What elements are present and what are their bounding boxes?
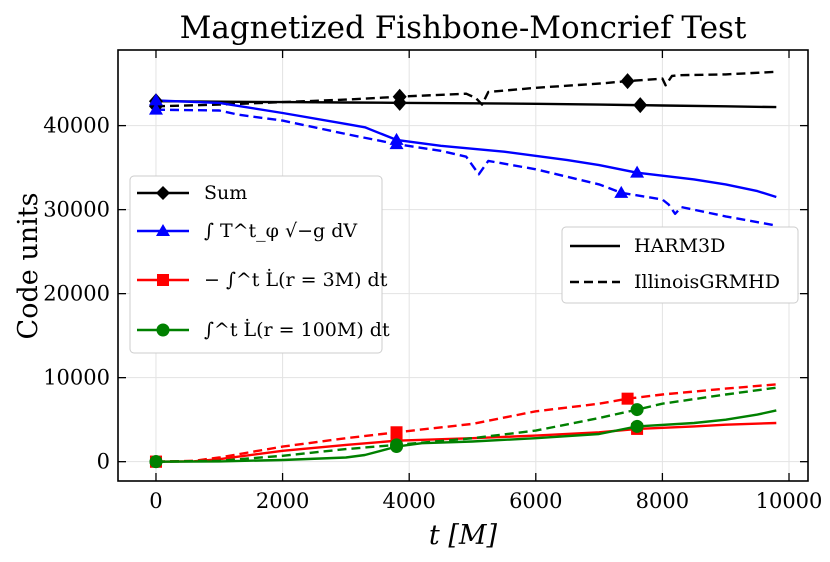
- series-line: [155, 409, 777, 463]
- tick-layer: 0 2000 4000 6000 8000 10000 0 10000 20000 30000 40…: [43, 50, 822, 513]
- x-tick-label: 8000: [636, 489, 689, 513]
- legend-codes-box: [561, 226, 799, 304]
- series-line: [155, 99, 777, 199]
- y-tick-label: 10000: [43, 366, 110, 390]
- y-tick-label: 40000: [43, 114, 110, 138]
- series-line: [155, 383, 777, 463]
- legend-label-angular-momentum: ∫ T^t_φ √−g dV: [204, 220, 357, 242]
- legend-entry-outer-flux: ∫^t L̇(r = 100M) dt: [137, 319, 390, 341]
- square-marker-icon: [157, 274, 169, 286]
- legend-codes: HARM3D IllinoisGRMHD: [561, 226, 799, 304]
- circle-data-marker: [630, 419, 644, 433]
- triangle-data-marker: [389, 137, 404, 150]
- legend-label-illinoisgrmhd: IllinoisGRMHD: [634, 271, 780, 293]
- y-tick-label: 20000: [43, 282, 110, 306]
- legend-entry-harm3d: HARM3D: [570, 235, 725, 257]
- square-data-marker: [390, 426, 403, 439]
- legend-quantities-box: [129, 175, 383, 354]
- x-tick-label: 6000: [509, 489, 562, 513]
- triangle-data-marker: [614, 185, 629, 198]
- legend-label-harm3d: HARM3D: [634, 235, 725, 257]
- circle-marker-icon: [156, 323, 170, 337]
- y-tick-label: 30000: [43, 198, 110, 222]
- diamond-data-marker: [392, 88, 407, 105]
- diamond-data-marker: [633, 97, 648, 114]
- circle-data-marker: [390, 438, 404, 452]
- triangle-data-marker: [148, 93, 163, 106]
- y-tick-label: 0: [97, 450, 110, 474]
- x-tick-label: 4000: [382, 489, 435, 513]
- triangle-data-marker: [148, 102, 163, 115]
- legend-label-sum: Sum: [204, 182, 247, 204]
- series-line: [155, 100, 777, 109]
- diamond-data-marker: [620, 73, 635, 90]
- x-axis-title: t [M]: [429, 520, 498, 551]
- x-tick-label: 2000: [256, 489, 309, 513]
- legend-entry-sum: Sum: [137, 182, 247, 204]
- plot-frame: [117, 49, 809, 482]
- square-data-marker: [621, 392, 634, 405]
- triangle-data-marker: [630, 165, 645, 178]
- series-line: [155, 421, 777, 463]
- circle-data-marker: [630, 403, 644, 417]
- series-line: [155, 386, 777, 463]
- legend-label-outer-flux: ∫^t L̇(r = 100M) dt: [204, 319, 390, 341]
- x-tick-label: 10000: [756, 489, 823, 513]
- legend-entry-illinoisgrmhd: IllinoisGRMHD: [570, 271, 780, 293]
- circle-data-marker: [149, 455, 163, 469]
- legend-entry-inner-flux: − ∫^t L̇(r = 3M) dt: [137, 269, 388, 291]
- legend-label-inner-flux: − ∫^t L̇(r = 3M) dt: [204, 269, 388, 291]
- series-line: [155, 108, 777, 227]
- series-layer: [155, 70, 777, 463]
- legend-entry-angular-momentum: ∫ T^t_φ √−g dV: [137, 220, 357, 242]
- x-tick-label: 0: [149, 489, 162, 513]
- triangle-marker-icon: [156, 224, 170, 236]
- y-axis-title: Code units: [13, 193, 44, 340]
- diamond-marker-icon: [156, 186, 170, 200]
- legend-quantities: Sum ∫ T^t_φ √−g dV − ∫^t L̇(r = 3M) dt ∫…: [129, 175, 390, 354]
- marker-layer: [148, 73, 648, 469]
- series-line: [155, 70, 777, 108]
- chart-title: Magnetized Fishbone-Moncrief Test: [180, 10, 747, 46]
